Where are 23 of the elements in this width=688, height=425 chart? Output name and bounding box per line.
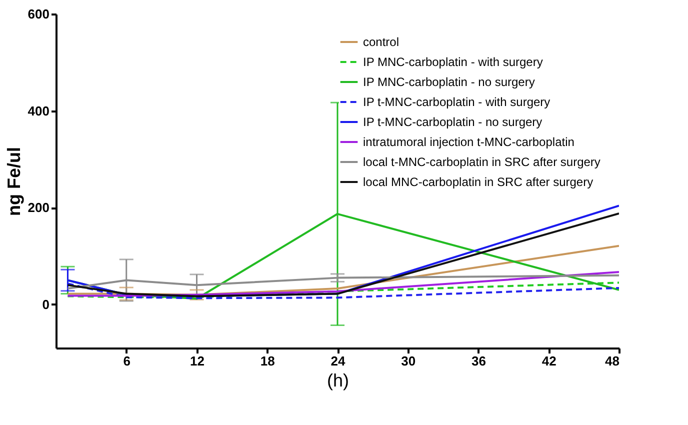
legend-label: intratumoral injection t-MNC-carboplatin (363, 135, 574, 149)
y-tick-label: 400 (28, 103, 50, 118)
y-axis-title: ng Fe/ul (4, 147, 24, 216)
x-tick-label: 24 (330, 354, 346, 368)
legend-label: local MNC-carboplatin in SRC after surgery (363, 175, 594, 189)
line-series (66, 271, 619, 297)
x-tick-label: 30 (401, 354, 416, 368)
y-tick-label: 0 (42, 296, 50, 312)
x-axis-title: (h) (327, 370, 349, 390)
legend-label: IP MNC-carboplatin - with surgery (363, 55, 543, 69)
legend-label: IP MNC-carboplatin - no surgery (363, 75, 535, 89)
y-tick-label: 200 (28, 200, 50, 216)
x-tick-label: 12 (190, 354, 204, 368)
x-tick-label: 36 (472, 354, 486, 368)
legend-label: IP t-MNC-carboplatin - with surgery (363, 95, 550, 109)
legend-label: IP t-MNC-carboplatin - no surgery (363, 115, 542, 129)
y-tick-label: 600 (28, 6, 50, 22)
x-tick-label: 42 (542, 354, 556, 368)
x-tick-label: 18 (260, 354, 275, 368)
legend-label: local t-MNC-carboplatin in SRC after surgery (363, 155, 600, 169)
legend-label: control (363, 35, 400, 49)
x-tick-label: 6 (123, 354, 130, 368)
x-tick-label: 48 (605, 354, 620, 368)
